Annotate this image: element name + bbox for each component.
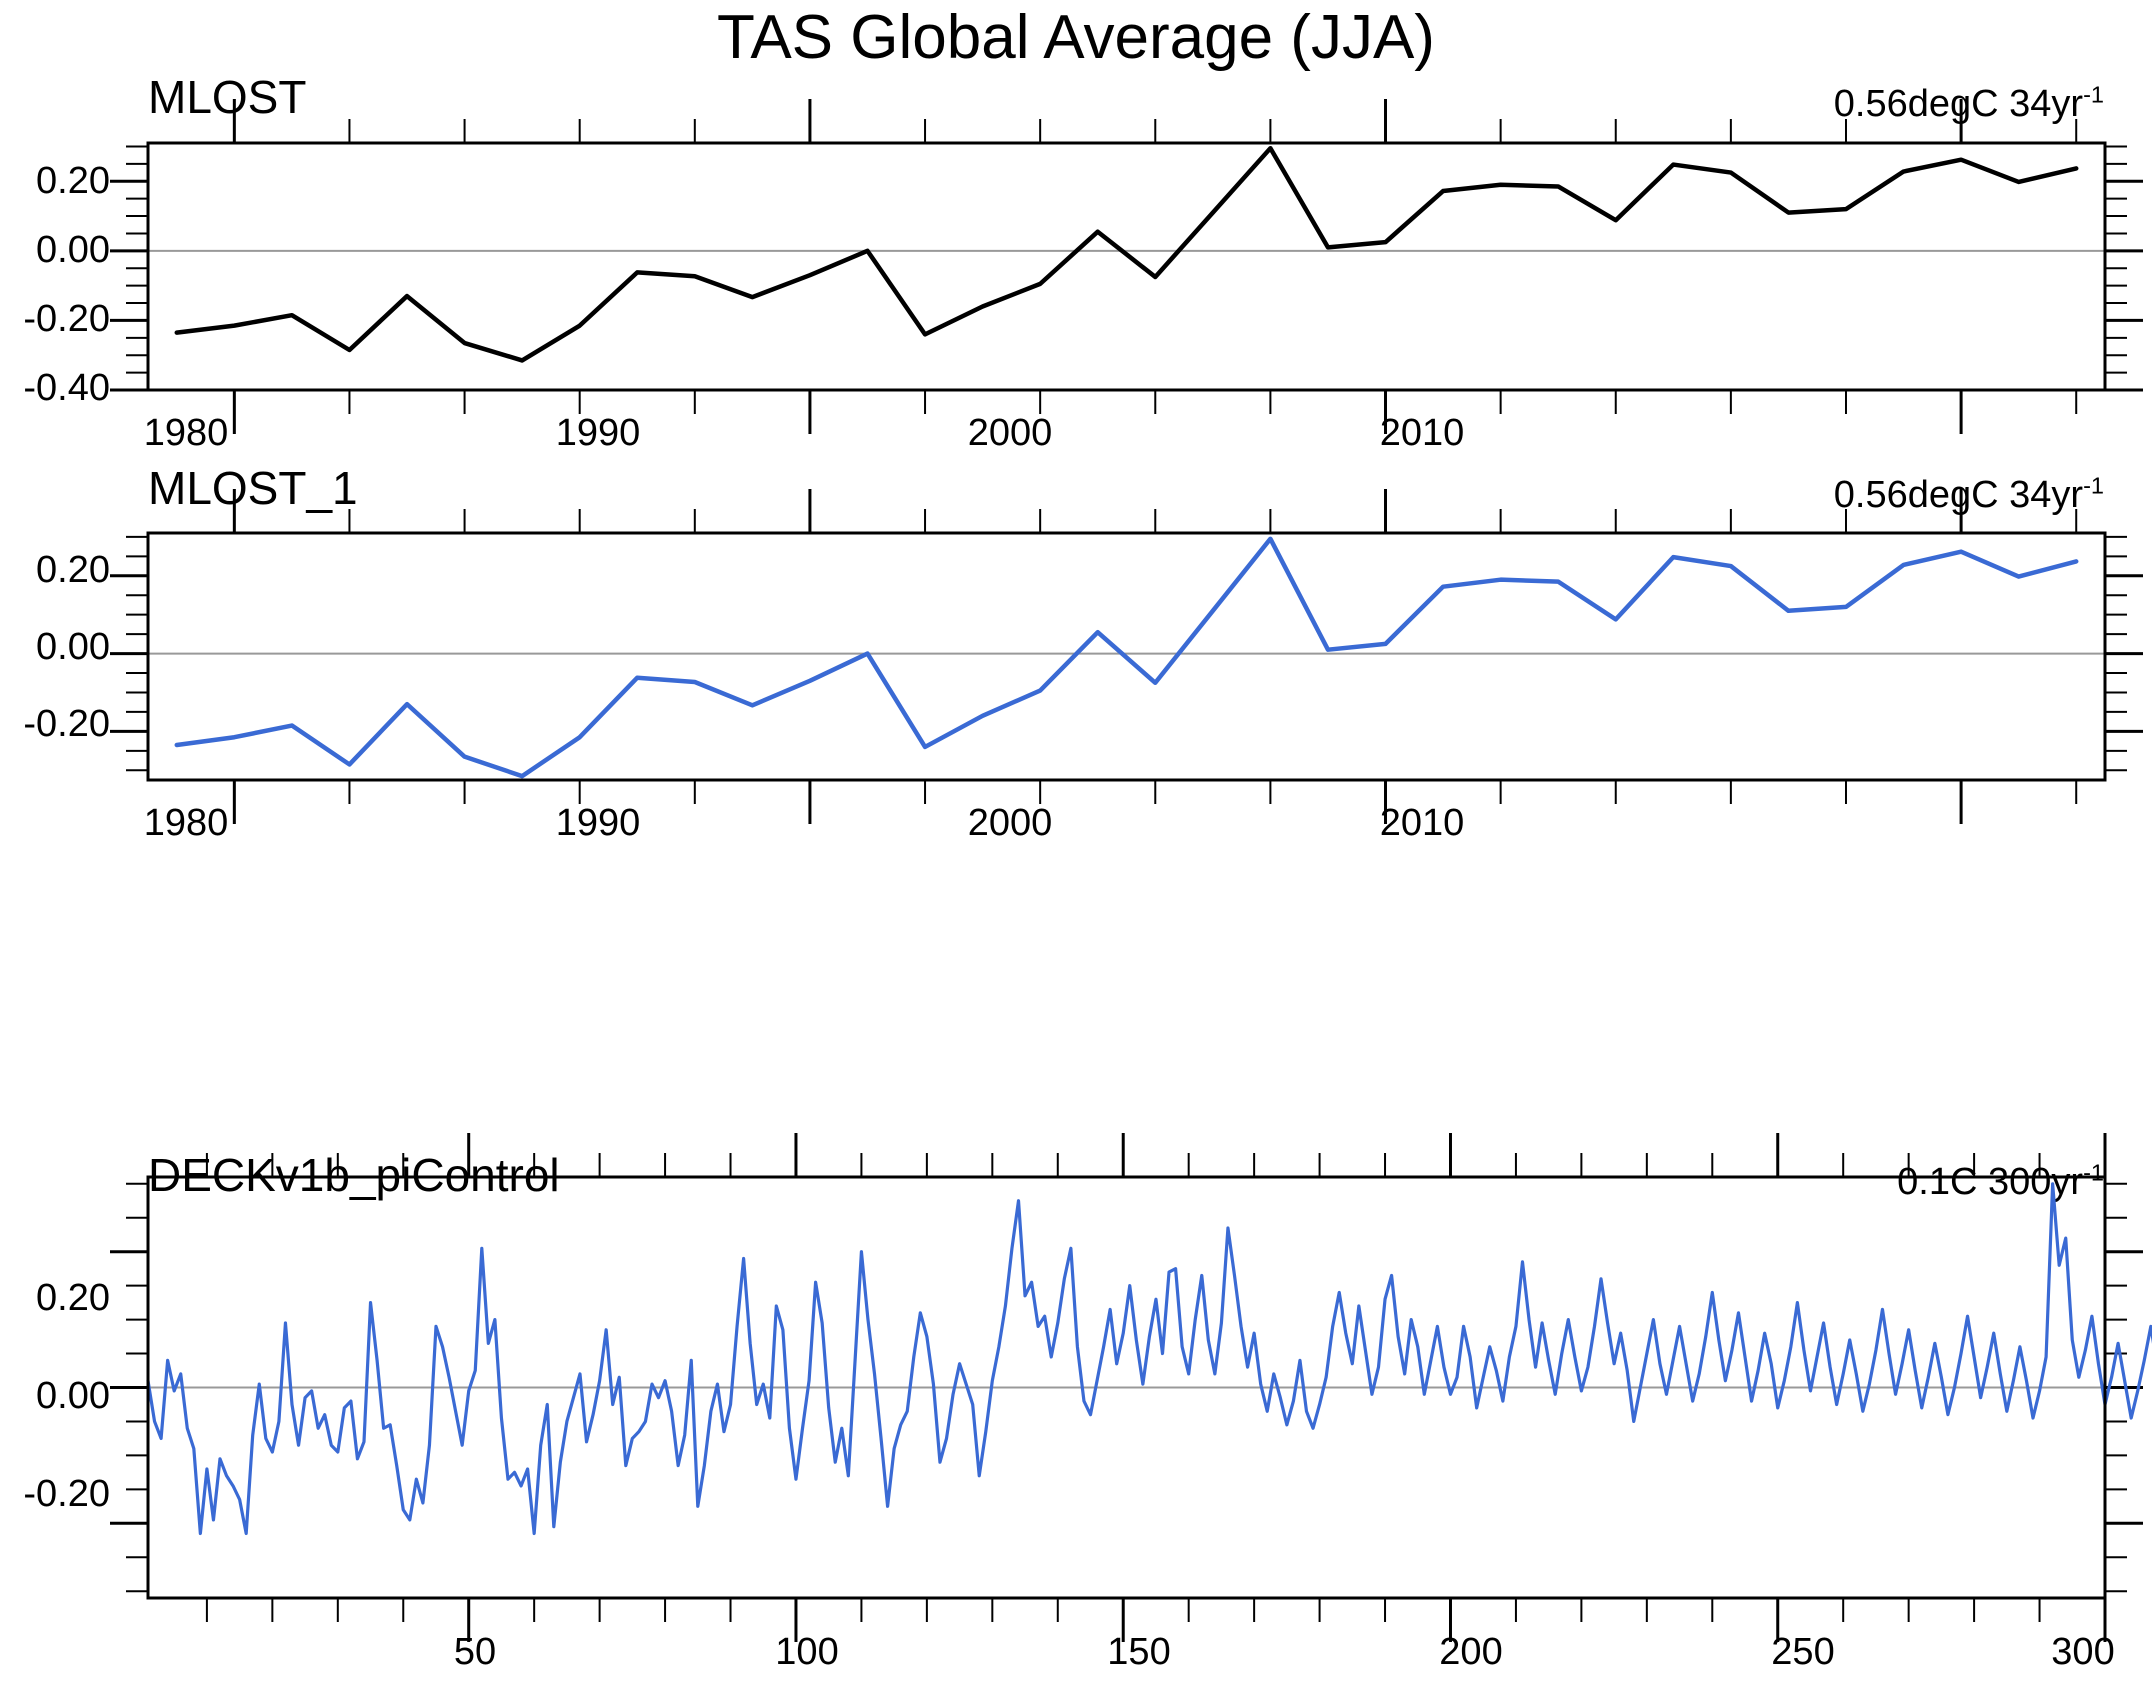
panel-mlost-1-annotation-exponent: -1 [2083, 472, 2104, 499]
panel-deckv1b-picontrol-xtick-2: 150 [1107, 1631, 1171, 1673]
panel-deckv1b-picontrol-xtick-4: 250 [1771, 1631, 1835, 1673]
panel-mlost-xtick-0: 1980 [143, 412, 229, 454]
panel-mlost-ytick-2: -0.20 [23, 298, 110, 340]
panel-deckv1b-picontrol-label: DECKv1b_piControl [148, 1149, 560, 1201]
panel-mlost-1-label: MLOST_1 [148, 462, 358, 514]
panel-mlost-1-ytick-1: 0.00 [36, 626, 110, 668]
panel-mlost-xtick-1: 1990 [555, 412, 641, 454]
panel-mlost-1-xtick-1: 1990 [555, 802, 641, 844]
panel-mlost-plot [110, 99, 2143, 434]
panel-mlost-1: MLOST_1 0.56degC 34yr-1 0.20 0.00 -0.20 … [23, 462, 2143, 844]
panel-mlost-1-xtick-2: 2000 [967, 802, 1053, 844]
panel-deckv1b-picontrol-ytick-0: 0.20 [36, 1277, 110, 1319]
panel-mlost-1-annotation-value: 0.56degC 34yr [1833, 474, 2084, 516]
panel-mlost-xtick-3: 2010 [1379, 412, 1465, 454]
panel-mlost-1-annotation: 0.56degC 34yr-1 [1834, 474, 2104, 517]
panel-mlost-1-xtick-3: 2010 [1379, 802, 1465, 844]
panel-mlost-1-ytick-2: -0.20 [23, 703, 110, 745]
panel-mlost-annotation-exponent: -1 [2083, 81, 2104, 108]
panel-deckv1b-picontrol-xtick-1: 100 [775, 1631, 839, 1673]
panel-mlost-1-xtick-0: 1980 [143, 802, 229, 844]
panel-mlost: MLOST 0.56degC 34yr-1 0.20 0.00 -0.20 -0… [0, 0, 2152, 640]
panel-mlost-label: MLOST [148, 71, 307, 123]
panel-deckv1b-picontrol-ytick-1: 0.00 [36, 1375, 110, 1417]
figure-title: TAS Global Average (JJA) [717, 3, 1435, 72]
panel-mlost-annotation-value: 0.56degC 34yr [1833, 83, 2084, 125]
panel-mlost-ytick-1: 0.00 [36, 229, 110, 271]
panel-mlost-ytick-3: -0.40 [23, 367, 110, 409]
panel-mlost-1-ytick-0: 0.20 [36, 549, 110, 591]
panel-mlost-1-plot [110, 489, 2143, 824]
panel-deckv1b-picontrol-xtick-0: 50 [453, 1631, 497, 1673]
panel-mlost-ytick-0: 0.20 [36, 160, 110, 202]
panel-mlost-xtick-2: 2000 [967, 412, 1053, 454]
panel-deckv1b-picontrol-ytick-2: -0.20 [23, 1473, 110, 1515]
panel-mlost-annotation: 0.56degC 34yr-1 [1834, 83, 2104, 126]
